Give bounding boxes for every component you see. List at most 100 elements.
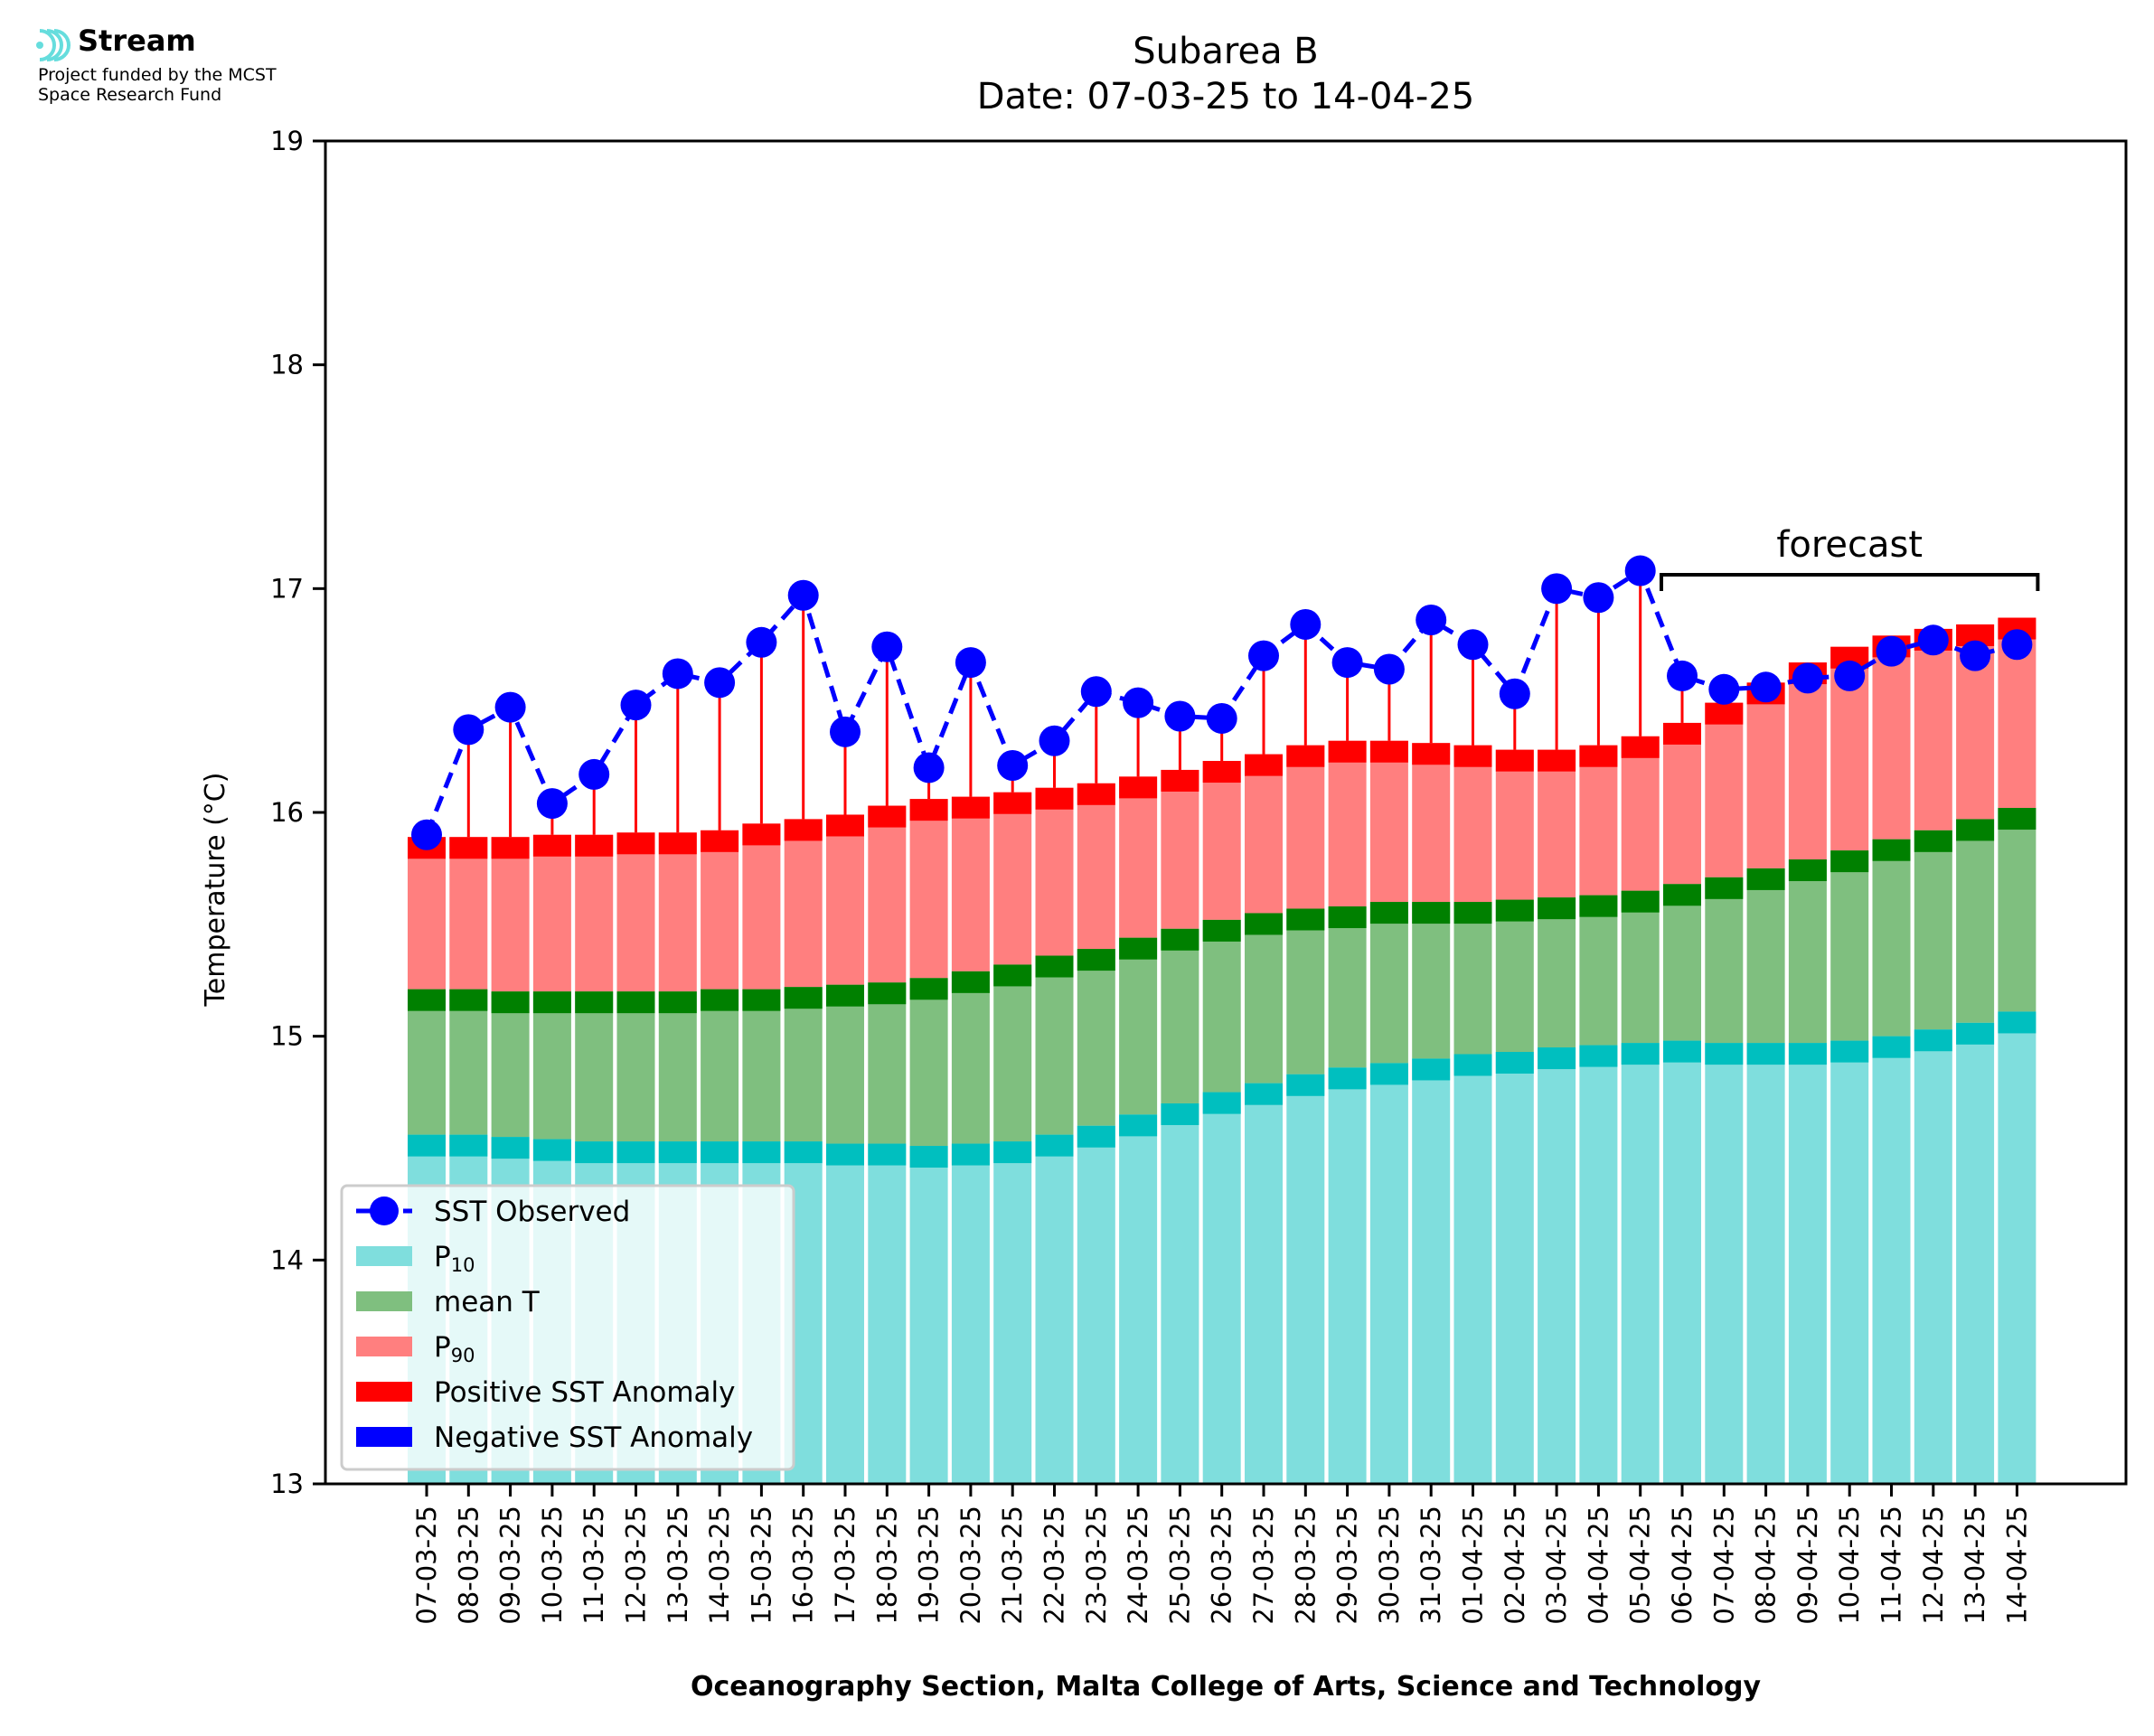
p10-band <box>1998 1011 2036 1034</box>
mean-t-band <box>742 989 781 1011</box>
p90-band <box>868 805 907 828</box>
x-tick-label: 28-03-25 <box>1290 1506 1321 1625</box>
mean-t-band <box>1495 899 1534 922</box>
p10-bar <box>1412 1058 1451 1484</box>
sst-observed-point <box>494 691 526 723</box>
mean-t-band <box>532 991 571 1014</box>
x-axis-label: Oceanography Section, Malta College of A… <box>691 1671 1762 1703</box>
p10-band <box>1872 1036 1911 1058</box>
y-tick-label: 19 <box>270 126 304 156</box>
forecast-bracket <box>1660 573 2040 591</box>
y-tick-label: 16 <box>270 797 304 828</box>
x-tick-label: 22-03-25 <box>1039 1506 1070 1625</box>
mean-t-band <box>784 987 823 1009</box>
p90-band <box>449 837 488 859</box>
logo-name: Stream <box>78 23 196 58</box>
y-tick-label: 14 <box>270 1244 304 1275</box>
sst-observed-point <box>1416 605 1447 636</box>
p90-bar <box>1453 745 1492 903</box>
mean-t-band <box>1369 902 1408 924</box>
sst-observed-point <box>1750 671 1782 703</box>
mean-t-bar <box>701 989 739 1142</box>
y-tick-label: 15 <box>270 1021 304 1052</box>
mean-t-band <box>1202 919 1241 942</box>
p10-band <box>1788 1043 1827 1065</box>
mean-t-bar <box>1328 906 1367 1068</box>
p90-bar <box>616 832 655 992</box>
mean-t-bar <box>1453 902 1492 1055</box>
p10-bar <box>1621 1043 1660 1484</box>
mean-t-band <box>1161 928 1199 951</box>
p10-band <box>491 1137 530 1159</box>
p10-band <box>1202 1092 1241 1114</box>
mean-t-bar <box>742 989 781 1142</box>
mean-t-bar <box>993 964 1032 1142</box>
x-tick-label: 24-03-25 <box>1123 1506 1153 1625</box>
x-tick-label: 14-04-25 <box>2001 1506 2032 1625</box>
p90-bar <box>1579 745 1618 896</box>
mean-t-bar <box>532 991 571 1140</box>
sst-observed-point <box>787 579 819 611</box>
p90-band <box>1328 740 1367 763</box>
p90-band <box>909 799 948 821</box>
mean-t-bar <box>616 991 655 1142</box>
sst-observed-point <box>1290 608 1322 640</box>
p10-bar <box>1956 1022 1995 1484</box>
p90-bar <box>575 834 614 992</box>
sst-observed-point <box>1248 640 1279 671</box>
p90-band <box>1621 736 1660 758</box>
x-tick-label: 20-03-25 <box>955 1506 986 1625</box>
mean-t-band <box>951 971 990 993</box>
p90-bar <box>1286 745 1325 909</box>
p10-bar <box>1495 1052 1534 1484</box>
mean-t-band <box>1998 808 2036 830</box>
mean-t-bar <box>909 978 948 1147</box>
sst-observed-point <box>411 819 442 850</box>
sst-observed-point <box>1457 629 1489 661</box>
p10-bar <box>1998 1011 2036 1484</box>
mean-t-band <box>1245 913 1283 935</box>
p90-band <box>1663 722 1701 745</box>
mean-t-bar <box>1412 902 1451 1059</box>
p10-band <box>658 1141 697 1164</box>
sst-observed-point <box>1541 573 1573 605</box>
p10-band <box>1412 1058 1451 1081</box>
p90-band <box>1369 740 1408 763</box>
x-tick-label: 13-03-25 <box>663 1506 693 1625</box>
sst-observed-point <box>1834 660 1866 691</box>
p10-band <box>1538 1047 1576 1070</box>
p90-bar <box>1412 743 1451 903</box>
p90-band <box>616 832 655 855</box>
sst-observed-point <box>2001 629 2033 661</box>
p10-bar <box>1369 1063 1408 1484</box>
mean-t-bar <box>826 984 864 1144</box>
p90-bar <box>491 837 530 992</box>
x-tick-label: 11-04-25 <box>1877 1506 1907 1625</box>
p10-bar <box>1914 1029 1952 1484</box>
x-tick-label: 02-04-25 <box>1500 1506 1530 1625</box>
x-tick-label: 26-03-25 <box>1207 1506 1237 1625</box>
p90-bar <box>1161 769 1199 929</box>
mean-t-band <box>1119 937 1158 960</box>
y-tick-label: 18 <box>270 350 304 380</box>
p10-band <box>1830 1040 1869 1063</box>
sst-observed-point <box>1080 676 1112 708</box>
sst-observed-point <box>1917 624 1949 656</box>
x-tick-label: 05-04-25 <box>1625 1506 1656 1625</box>
mean-t-bar <box>1538 897 1576 1048</box>
p10-band <box>1746 1043 1785 1065</box>
mean-t-bar <box>1788 859 1827 1044</box>
p90-band <box>1202 761 1241 784</box>
p10-bar <box>1245 1083 1283 1484</box>
mean-t-bar <box>951 971 990 1144</box>
p10-band <box>1579 1045 1618 1067</box>
mean-t-band <box>1538 897 1576 920</box>
p90-band <box>993 792 1032 814</box>
p90-bar <box>951 796 990 971</box>
mean-t-bar <box>408 989 446 1135</box>
p90-bar <box>449 837 488 990</box>
p10-bar <box>1579 1045 1618 1484</box>
sst-observed-point <box>1960 640 1991 671</box>
mean-t-bar <box>1035 955 1074 1135</box>
p90-band <box>826 814 864 837</box>
